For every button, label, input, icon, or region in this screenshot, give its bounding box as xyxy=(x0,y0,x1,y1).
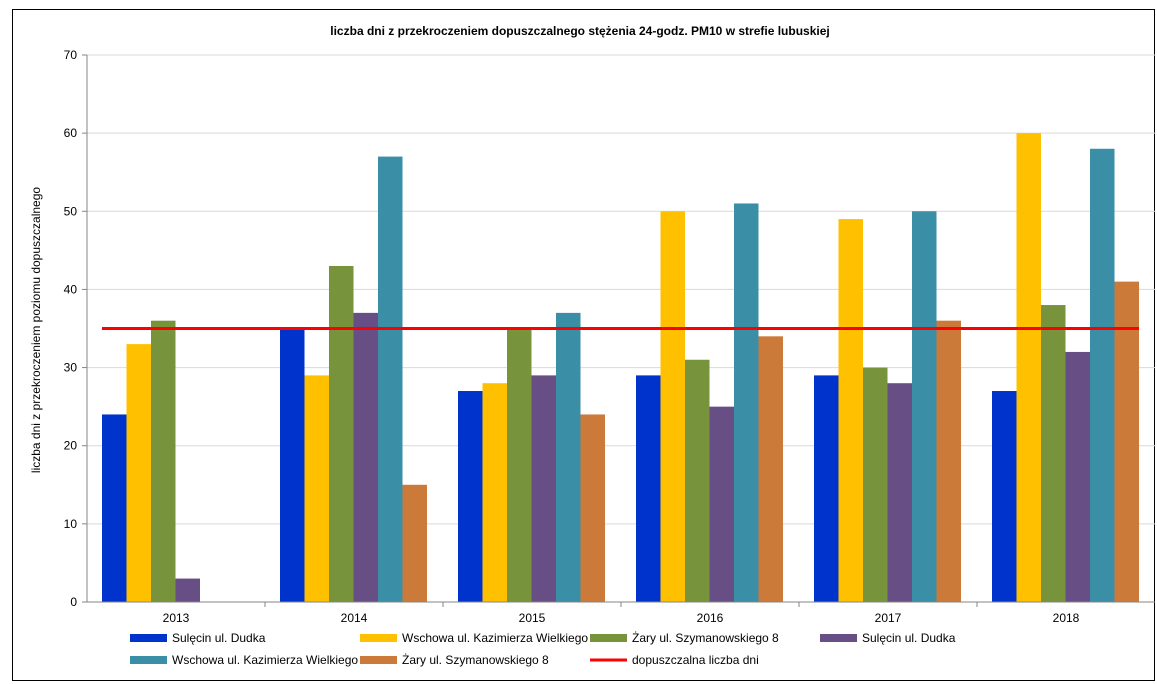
bar xyxy=(936,320,961,602)
legend-swatch xyxy=(590,634,627,642)
legend-swatch xyxy=(130,634,167,642)
legend-swatch xyxy=(820,634,857,642)
legend-label: Żary ul. Szymanowskiego 8 xyxy=(632,631,779,645)
bar xyxy=(1114,281,1139,602)
bar xyxy=(1016,133,1041,602)
bar xyxy=(482,383,507,602)
y-tick-label: 30 xyxy=(64,361,78,375)
bar xyxy=(1065,351,1090,602)
legend-swatch xyxy=(130,656,167,664)
x-tick-label: 2016 xyxy=(697,611,724,625)
y-tick-label: 0 xyxy=(70,595,77,609)
axes: 0 10 20 30 40 50 60 70 2013 2014 2015 2016 2017 2018 xyxy=(64,48,1155,625)
x-tick-label: 2013 xyxy=(163,611,190,625)
bar xyxy=(814,375,839,602)
bar xyxy=(580,414,605,602)
bar xyxy=(304,375,329,602)
y-tick-label: 20 xyxy=(64,439,78,453)
y-tick-label: 70 xyxy=(64,48,78,62)
bar xyxy=(734,203,759,602)
bar xyxy=(685,359,710,602)
bar xyxy=(102,414,127,602)
legend-label: dopuszczalna liczba dni xyxy=(632,653,759,667)
legend: Sulęcin ul. Dudka Wschowa ul. Kazimierza … xyxy=(130,631,956,667)
bar xyxy=(1090,148,1115,602)
bar xyxy=(912,211,937,603)
bar xyxy=(329,265,354,602)
legend-label: Sulęcin ul. Dudka xyxy=(862,631,956,645)
y-axis-label: liczba dni z przekroczeniem poziomu dopu… xyxy=(29,187,43,473)
x-tick-label: 2018 xyxy=(1053,611,1080,625)
bar xyxy=(458,391,483,602)
bar xyxy=(280,328,305,602)
bar xyxy=(1041,305,1066,602)
bars xyxy=(102,133,1139,603)
y-tick-label: 40 xyxy=(64,282,78,296)
bar xyxy=(126,344,151,602)
legend-label: Sulęcin ul. Dudka xyxy=(172,631,266,645)
bar xyxy=(636,375,661,602)
bar xyxy=(758,336,783,602)
chart-title: liczba dni z przekroczeniem dopuszczalne… xyxy=(330,24,829,38)
bar xyxy=(402,484,427,602)
x-tick-label: 2014 xyxy=(341,611,368,625)
bar xyxy=(507,328,532,602)
y-tick-label: 10 xyxy=(64,517,78,531)
legend-swatch xyxy=(360,634,397,642)
legend-swatch xyxy=(360,656,397,664)
y-tick-label: 50 xyxy=(64,204,78,218)
bar xyxy=(378,156,403,603)
bar xyxy=(353,312,378,602)
x-tick-label: 2015 xyxy=(519,611,546,625)
bar xyxy=(151,320,176,602)
bar xyxy=(531,375,556,602)
legend-label: Wschowa ul. Kazimierza Wielkiego xyxy=(172,653,358,667)
y-tick-label: 60 xyxy=(64,126,78,140)
legend-label: Żary ul. Szymanowskiego 8 xyxy=(402,653,549,667)
bar xyxy=(556,312,581,602)
bar xyxy=(660,211,685,603)
bar xyxy=(887,383,912,602)
bar xyxy=(709,406,734,602)
bar xyxy=(863,367,888,602)
legend-label: Wschowa ul. Kazimierza Wielkiego xyxy=(402,631,588,645)
gridlines xyxy=(87,54,1155,525)
bar xyxy=(992,391,1017,602)
bar xyxy=(175,578,200,602)
x-tick-label: 2017 xyxy=(875,611,902,625)
bar xyxy=(838,219,863,602)
